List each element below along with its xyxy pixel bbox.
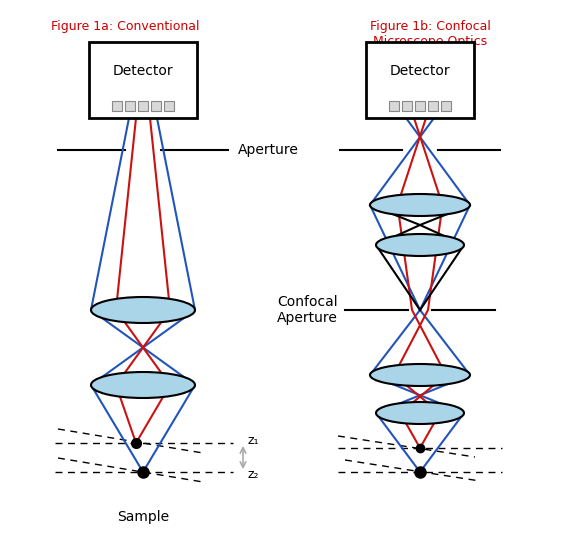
Text: Sample: Sample (117, 510, 169, 524)
Text: z₁: z₁ (248, 434, 260, 447)
Bar (415, 101, 425, 111)
Text: Figure 1b: Confocal
Microscope Optics: Figure 1b: Confocal Microscope Optics (370, 20, 490, 48)
Bar (138, 101, 148, 111)
Bar (441, 101, 451, 111)
Bar (402, 101, 412, 111)
Bar (125, 101, 135, 111)
Ellipse shape (370, 194, 470, 216)
Ellipse shape (91, 297, 195, 323)
Text: Detector: Detector (390, 64, 450, 78)
Text: z₂: z₂ (248, 468, 260, 480)
Text: Aperture: Aperture (238, 143, 299, 157)
Bar (389, 101, 399, 111)
Bar (112, 101, 122, 111)
Ellipse shape (376, 234, 464, 256)
Text: Figure 1a: Conventional: Figure 1a: Conventional (51, 20, 199, 33)
Bar (151, 101, 161, 111)
Bar (164, 101, 174, 111)
Ellipse shape (370, 364, 470, 386)
Text: Detector: Detector (113, 64, 173, 78)
Ellipse shape (376, 402, 464, 424)
Bar (428, 101, 438, 111)
FancyBboxPatch shape (366, 42, 474, 118)
Ellipse shape (91, 372, 195, 398)
FancyBboxPatch shape (89, 42, 197, 118)
Text: Confocal
Aperture: Confocal Aperture (277, 295, 338, 325)
